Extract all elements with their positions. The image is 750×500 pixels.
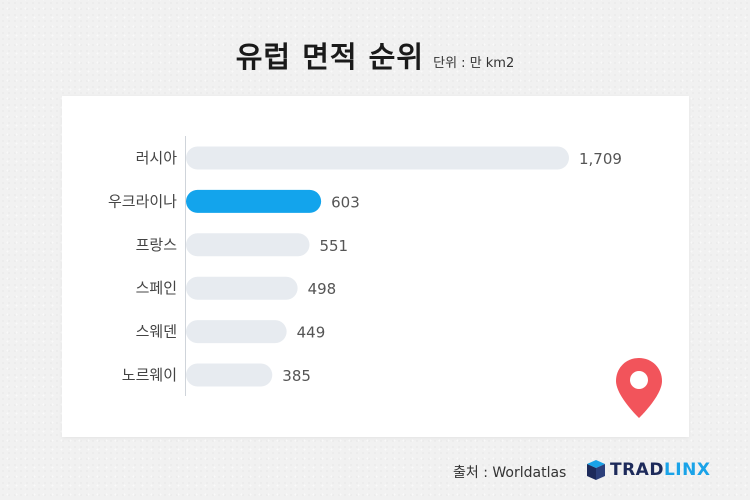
value-label-4: 449: [297, 324, 326, 342]
tradlinx-logo-icon: [587, 460, 605, 480]
value-label-2: 551: [319, 237, 348, 255]
map-pin-icon: [616, 358, 662, 418]
bar-4: [186, 320, 287, 344]
unit-label: 단위 : 만 km2: [433, 56, 515, 71]
category-label-5: 노르웨이: [122, 366, 177, 384]
category-label-3: 스페인: [136, 279, 177, 297]
category-label-2: 프랑스: [136, 236, 178, 254]
bars-group: 러시아 1,709 우크라이나 603 프랑스 551 스페인 498 스웨덴 449 노르웨이 38…: [108, 146, 622, 387]
bar-0: [186, 146, 569, 170]
category-label-0: 러시아: [136, 149, 178, 167]
header: 유럽 면적 순위 단위 : 만 km2: [0, 34, 750, 76]
bar-2: [186, 233, 310, 257]
page-title: 유럽 면적 순위: [235, 40, 425, 74]
value-label-0: 1,709: [579, 150, 622, 168]
bar-3: [186, 276, 298, 300]
bar-5: [186, 363, 273, 387]
map-pin-hole: [630, 371, 648, 389]
bar-chart: 러시아 1,709 우크라이나 603 프랑스 551 스페인 498 스웨덴 449 노르웨이 38…: [108, 136, 622, 396]
brand-name-part1: TRAD: [610, 460, 664, 480]
brand-logo: TRAD LINX: [585, 459, 710, 481]
value-label-5: 385: [282, 367, 311, 385]
brand-name-part2: LINX: [663, 460, 711, 480]
value-label-3: 498: [308, 280, 337, 298]
bar-1: [186, 189, 322, 213]
category-label-4: 스웨덴: [136, 323, 177, 341]
source-label: 출처 : Worldatlas: [453, 465, 567, 481]
chart-card: 러시아 1,709 우크라이나 603 프랑스 551 스페인 498 스웨덴 449 노르웨이 38…: [62, 96, 689, 437]
category-label-1: 우크라이나: [108, 192, 177, 210]
value-label-1: 603: [331, 193, 360, 211]
